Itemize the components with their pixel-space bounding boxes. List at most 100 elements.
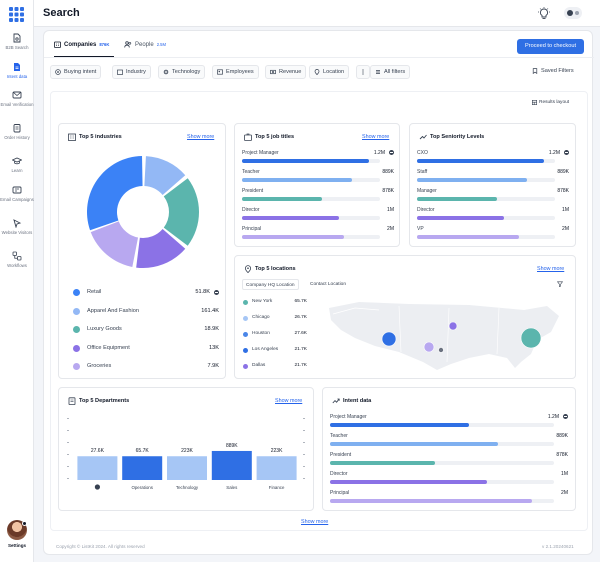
map-dot[interactable] xyxy=(423,341,435,353)
show-more-link[interactable]: Show more xyxy=(275,398,303,404)
remove-icon[interactable] xyxy=(564,150,569,155)
remove-icon[interactable] xyxy=(389,150,394,155)
grid-tick xyxy=(67,478,69,479)
tab-people[interactable]: People 2.5M xyxy=(124,41,166,48)
bar-row: Director 1M xyxy=(242,207,394,221)
tab-contact-location[interactable]: Contact Location xyxy=(310,282,347,287)
bar[interactable] xyxy=(77,456,118,480)
results-layout-button[interactable]: Results layout xyxy=(532,100,569,105)
donut-segment[interactable] xyxy=(90,221,139,267)
bar[interactable] xyxy=(256,456,297,480)
grid-tick xyxy=(67,418,69,419)
remove-icon[interactable] xyxy=(214,290,219,295)
legend-item: Groceries 7.9K xyxy=(73,362,219,372)
show-more-link[interactable]: Show more xyxy=(301,519,329,525)
bar-track xyxy=(417,216,555,220)
bar-fill xyxy=(330,461,436,465)
bar-track xyxy=(417,235,555,239)
website-visitors-icon xyxy=(13,219,22,228)
legend-swatch xyxy=(73,289,80,296)
bar-row: VP 2M xyxy=(417,226,569,240)
listkit-logo-icon[interactable] xyxy=(8,6,25,23)
bookmark-icon xyxy=(532,68,538,74)
grid-tick xyxy=(67,442,69,443)
grid-tick xyxy=(303,430,305,431)
map-dot[interactable] xyxy=(448,321,458,331)
sidebar-item-email-verification[interactable]: Email Verification xyxy=(0,90,34,107)
sidebar-item-label: Email Verification xyxy=(0,102,34,107)
filter-employees[interactable]: Employees xyxy=(212,65,259,79)
bar-track xyxy=(242,197,380,201)
more-options-button[interactable] xyxy=(356,65,370,79)
filter-industry[interactable]: Industry xyxy=(112,65,151,79)
bar-label: Teacher xyxy=(330,433,348,439)
sidebar-item-b2b-search[interactable]: B2B Search xyxy=(0,33,34,50)
tab-label: People xyxy=(135,41,154,48)
bar-label: Manager xyxy=(417,188,437,194)
tab-companies[interactable]: Companies 876K xyxy=(54,41,109,48)
saved-filters-button[interactable]: Saved Filters xyxy=(532,68,574,74)
bar-fill xyxy=(242,159,369,163)
legend-value: 7.9K xyxy=(207,363,219,369)
main-panel: Companies 876K People 2.5M Proceed to ch… xyxy=(43,30,594,555)
tick-label: Operations xyxy=(131,485,153,490)
bar[interactable] xyxy=(167,456,207,480)
donut-segment[interactable] xyxy=(136,229,186,268)
filter-revenue[interactable]: Revenue xyxy=(265,65,307,79)
filter-buying-intent[interactable]: Buying intent xyxy=(50,65,102,79)
donut-segment[interactable] xyxy=(86,156,143,231)
sidebar-item-workflows[interactable]: Workflows xyxy=(0,251,34,268)
legend-label: Apparel And Fashion xyxy=(87,307,139,314)
building-icon xyxy=(117,69,123,75)
filter-technology[interactable]: Technology xyxy=(158,65,206,79)
bar-row: Teacher 889K xyxy=(330,433,568,447)
clipboard-icon xyxy=(13,124,21,133)
bar-value: 878K xyxy=(557,188,569,194)
lightbulb-icon[interactable] xyxy=(538,7,550,20)
all-filters-button[interactable]: All filters xyxy=(370,65,411,79)
filter-funnel-icon[interactable] xyxy=(557,281,563,287)
saved-filters-label: Saved Filters xyxy=(541,68,574,74)
sidebar-item-intent-data[interactable]: Intent data xyxy=(0,62,34,79)
bar[interactable] xyxy=(122,456,163,480)
results-layout-label: Results layout xyxy=(539,100,570,105)
show-more-link[interactable]: Show more xyxy=(362,134,390,140)
legend-value: 51.8K xyxy=(195,289,210,295)
tick-label: Sales xyxy=(226,485,238,490)
bar-fill xyxy=(242,178,353,182)
bar-row: Director 1M xyxy=(330,471,568,485)
donut-segment[interactable] xyxy=(144,156,186,195)
show-more-link[interactable]: Show more xyxy=(537,266,565,272)
bar-value: 1.2M xyxy=(373,150,385,156)
map-dot[interactable] xyxy=(381,331,397,347)
proceed-to-checkout-button[interactable]: Proceed to checkout xyxy=(517,39,584,54)
sidebar-item-learn[interactable]: Learn xyxy=(0,156,34,173)
location-name: Houston xyxy=(252,331,270,336)
filter-location[interactable]: Location xyxy=(309,65,350,79)
remove-icon[interactable] xyxy=(94,484,100,490)
campaign-icon xyxy=(12,186,22,194)
theme-toggle[interactable] xyxy=(564,7,582,19)
filter-label: Revenue xyxy=(279,69,302,75)
tab-company-hq-location[interactable]: Company HQ Location xyxy=(242,279,299,290)
settings-label[interactable]: Settings xyxy=(7,543,27,548)
header: Search xyxy=(34,0,600,27)
bar-fill xyxy=(330,480,487,484)
sidebar-item-email-campaigns[interactable]: Email Campaigns xyxy=(0,185,34,202)
show-more-link[interactable]: Show more xyxy=(187,134,215,140)
donut-segment[interactable] xyxy=(163,178,199,246)
sidebar-item-website-visitors[interactable]: Website Visitors xyxy=(0,218,34,235)
gear-icon xyxy=(163,69,169,75)
sidebar-item-label: Email Campaigns xyxy=(0,197,34,202)
remove-icon[interactable] xyxy=(563,414,568,419)
locations-card: Top 5 locations Show more Company HQ Loc… xyxy=(234,255,576,379)
grid-tick xyxy=(303,418,305,419)
tab-count: 876K xyxy=(99,42,110,47)
map-dot[interactable] xyxy=(520,327,542,349)
seniority-icon xyxy=(419,134,427,140)
sidebar-item-order-history[interactable]: Order History xyxy=(0,123,34,140)
bar-label: Director xyxy=(417,207,435,213)
bar[interactable] xyxy=(211,450,252,480)
map-dot[interactable] xyxy=(438,347,444,353)
bar-label: Staff xyxy=(417,169,428,175)
